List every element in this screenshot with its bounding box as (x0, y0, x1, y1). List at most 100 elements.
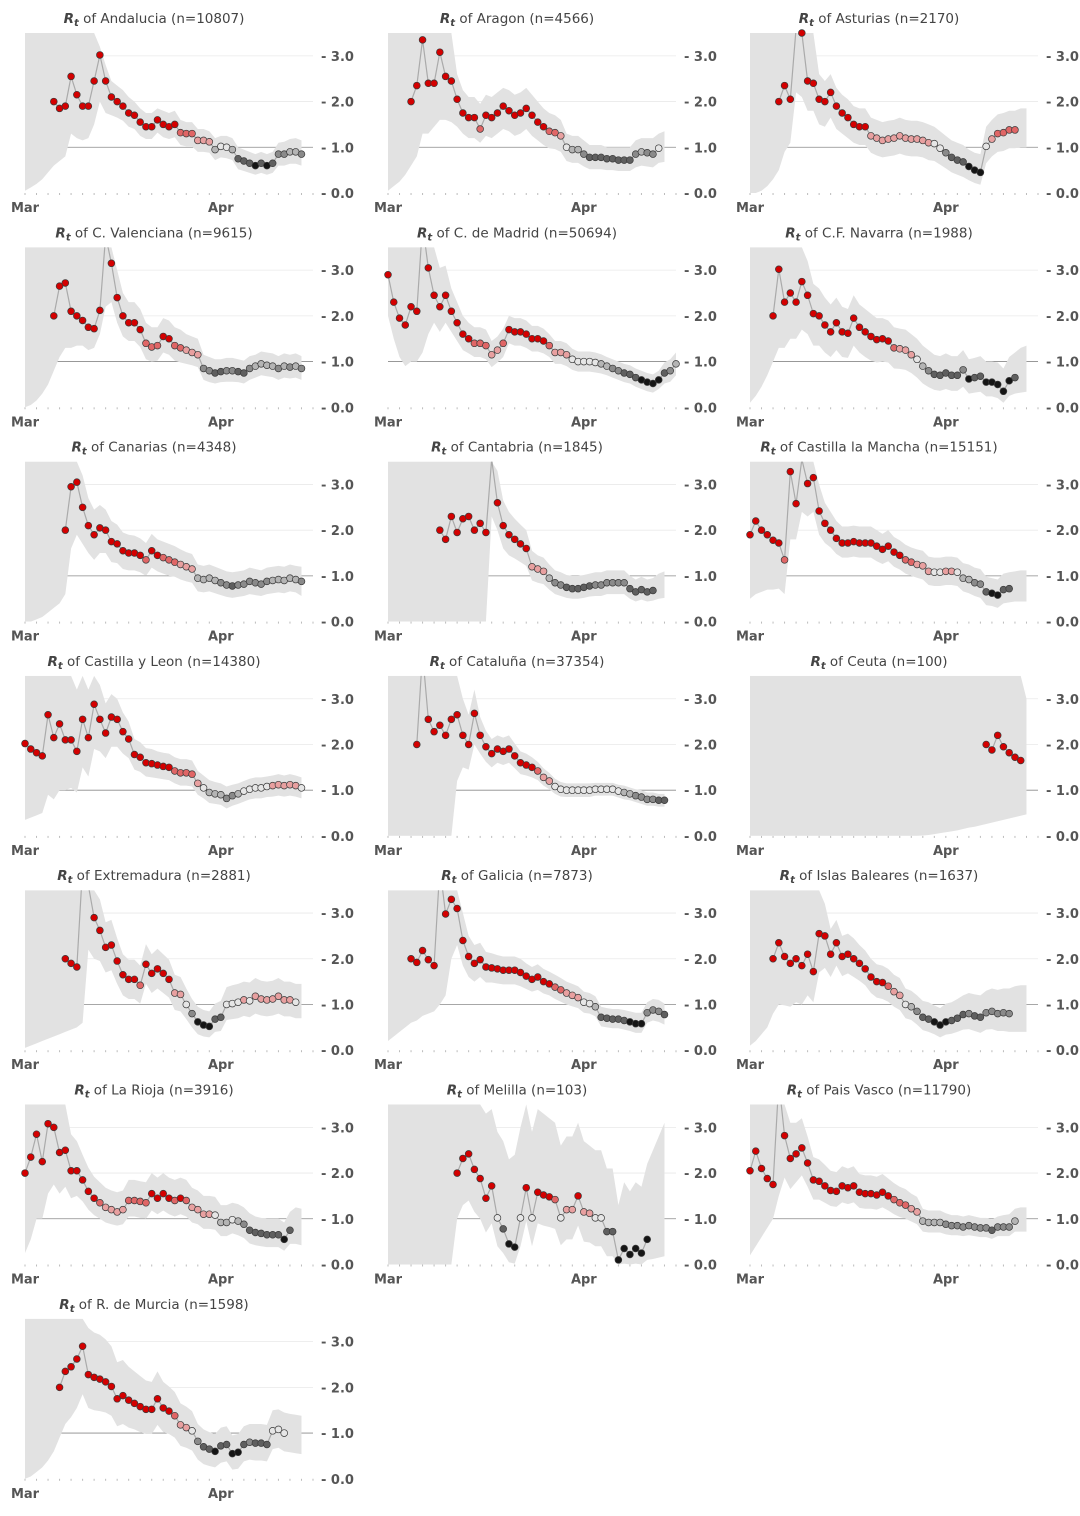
data-point (119, 727, 127, 736)
data-point (84, 1187, 93, 1196)
title-region: of Canarias (n=4348) (87, 440, 237, 456)
data-point (124, 1396, 133, 1404)
data-point (55, 1383, 64, 1392)
data-point (482, 743, 490, 751)
data-point (96, 715, 104, 724)
y-tick-label: - 2.0 (684, 953, 717, 968)
y-tick-label: - 1.0 (684, 141, 717, 156)
data-point (182, 1196, 191, 1205)
y-tick-label: - 3.0 (321, 478, 354, 493)
data-point (464, 512, 473, 521)
data-point (32, 748, 41, 757)
y-tick-label: - 3.0 (684, 264, 717, 279)
data-point (487, 1182, 496, 1190)
data-point (407, 302, 415, 311)
y-tick-label: - 3.0 (321, 907, 354, 922)
data-point (878, 1188, 887, 1197)
y-tick-label: - 2.0 (684, 96, 717, 111)
data-point (182, 1000, 191, 1009)
title-region: of Galicia (n=7873) (456, 868, 592, 884)
data-point (982, 740, 990, 749)
data-point (61, 1146, 70, 1154)
data-point (763, 1174, 772, 1183)
data-point (832, 534, 841, 543)
data-point (407, 955, 415, 963)
data-point (826, 950, 835, 958)
data-point (153, 1395, 162, 1403)
y-tick-label: - 3.0 (321, 1121, 354, 1136)
data-point (890, 548, 898, 556)
data-point (211, 1447, 219, 1456)
data-point (769, 1180, 777, 1189)
confidence-band (750, 890, 1027, 1046)
data-point (436, 48, 444, 56)
x-tick-label-mar: Mar (11, 1058, 40, 1073)
subplot-title: Rt of Canarias (n=4348) (72, 440, 237, 458)
data-point (861, 122, 869, 131)
data-point (67, 736, 75, 744)
title-region: of La Rioja (n=3916) (90, 1083, 234, 1099)
data-point (464, 1150, 473, 1158)
x-tick-label-apr: Apr (208, 1058, 234, 1073)
data-point (775, 939, 783, 947)
subplot: Rt of C.F. Navarra (n=1988) - 0.0 - 1.0 - 2… (736, 225, 1079, 430)
subplot-title: Rt of C.F. Navarra (n=1988) (785, 225, 973, 243)
data-point (136, 325, 144, 334)
data-point (159, 969, 167, 978)
data-point (418, 36, 427, 44)
data-point (884, 542, 892, 550)
x-tick-label-mar: Mar (736, 844, 765, 859)
data-point (1005, 377, 1013, 385)
data-point (470, 1165, 479, 1174)
data-point (459, 109, 467, 117)
data-point (297, 150, 306, 158)
data-point (188, 565, 196, 573)
data-point (1005, 584, 1013, 593)
subplot-title: Rt of Asturias (n=2170) (799, 11, 960, 29)
data-point (73, 478, 81, 486)
y-tick-label: - 1.0 (321, 1427, 354, 1442)
data-point (90, 1194, 98, 1202)
data-point (447, 715, 456, 724)
data-point (919, 562, 927, 570)
data-point (67, 482, 75, 491)
title-r-symbol: R (57, 868, 67, 884)
title-region: of Pais Vasco (n=11790) (802, 1083, 971, 1099)
data-point (245, 997, 254, 1005)
data-point (815, 507, 823, 515)
data-point (487, 749, 496, 758)
data-point (510, 535, 519, 544)
data-point (142, 1199, 150, 1207)
data-point (855, 323, 864, 332)
data-point (522, 972, 530, 980)
subplot: Rt of Aragon (n=4566) - 0.0 - 1.0 - 2.0 - 3.… (374, 11, 717, 216)
data-point (844, 113, 852, 122)
x-tick-label-mar: Mar (374, 201, 403, 216)
data-point (976, 1013, 985, 1022)
data-point (384, 270, 392, 279)
data-point (67, 1363, 75, 1371)
confidence-band (750, 461, 1027, 608)
data-point (545, 980, 554, 988)
data-point (61, 955, 70, 963)
data-point (453, 95, 461, 104)
subplot-title: Rt of Melilla (n=103) (447, 1083, 587, 1101)
data-point (78, 316, 87, 325)
data-point (430, 961, 438, 970)
data-point (803, 1159, 812, 1167)
subplot: Rt of Islas Baleares (n=1637) - 0.0 - 1.0 -… (736, 868, 1079, 1073)
subplot: Rt of C. Valenciana (n=9615) - 0.0 - 1.0 - … (11, 225, 354, 430)
y-tick-label: - 1.0 (684, 998, 717, 1013)
x-tick-label-apr: Apr (933, 201, 959, 216)
y-tick-label: - 1.0 (684, 570, 717, 585)
data-point (182, 1423, 191, 1432)
y-tick-label: - 1.0 (1046, 1213, 1079, 1228)
title-region: of Andalucia (n=10807) (79, 11, 245, 27)
data-point (441, 535, 450, 544)
data-point (165, 763, 173, 772)
subplot-title: Rt of C. Valenciana (n=9615) (55, 225, 252, 243)
data-point (649, 150, 657, 158)
data-point (585, 999, 594, 1008)
data-point (211, 1211, 219, 1219)
data-point (234, 1217, 242, 1225)
